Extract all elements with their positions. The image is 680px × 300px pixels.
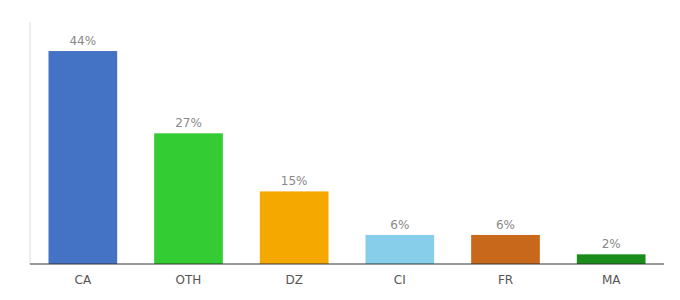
data-label: 2% <box>602 237 621 251</box>
x-tick-label: DZ <box>285 273 302 287</box>
x-tick-label: FR <box>498 273 513 287</box>
data-label: 44% <box>69 34 96 48</box>
x-tick-label: OTH <box>176 273 202 287</box>
x-tick-label: CI <box>394 273 406 287</box>
bar <box>471 235 540 264</box>
value-axis-line <box>30 22 31 264</box>
bar <box>260 191 329 264</box>
data-label: 6% <box>390 218 409 232</box>
data-label: 15% <box>281 174 308 188</box>
x-tick-label: CA <box>75 273 92 287</box>
chart-container: 44% 27% 15% 6% 6% 2% CA OTH DZ CI FR MA <box>0 0 680 300</box>
x-tick-labels: CA OTH DZ CI FR MA <box>75 273 622 287</box>
data-labels: 44% 27% 15% 6% 6% 2% <box>69 34 620 251</box>
chart-svg: 44% 27% 15% 6% 6% 2% CA OTH DZ CI FR MA <box>0 0 680 300</box>
data-label: 27% <box>175 116 202 130</box>
x-axis-line <box>30 264 664 265</box>
data-label: 6% <box>496 218 515 232</box>
bar <box>577 254 646 264</box>
bar <box>154 133 223 264</box>
x-tick-label: MA <box>602 273 621 287</box>
bar <box>365 235 434 264</box>
bar <box>48 51 117 264</box>
bars <box>48 51 645 264</box>
